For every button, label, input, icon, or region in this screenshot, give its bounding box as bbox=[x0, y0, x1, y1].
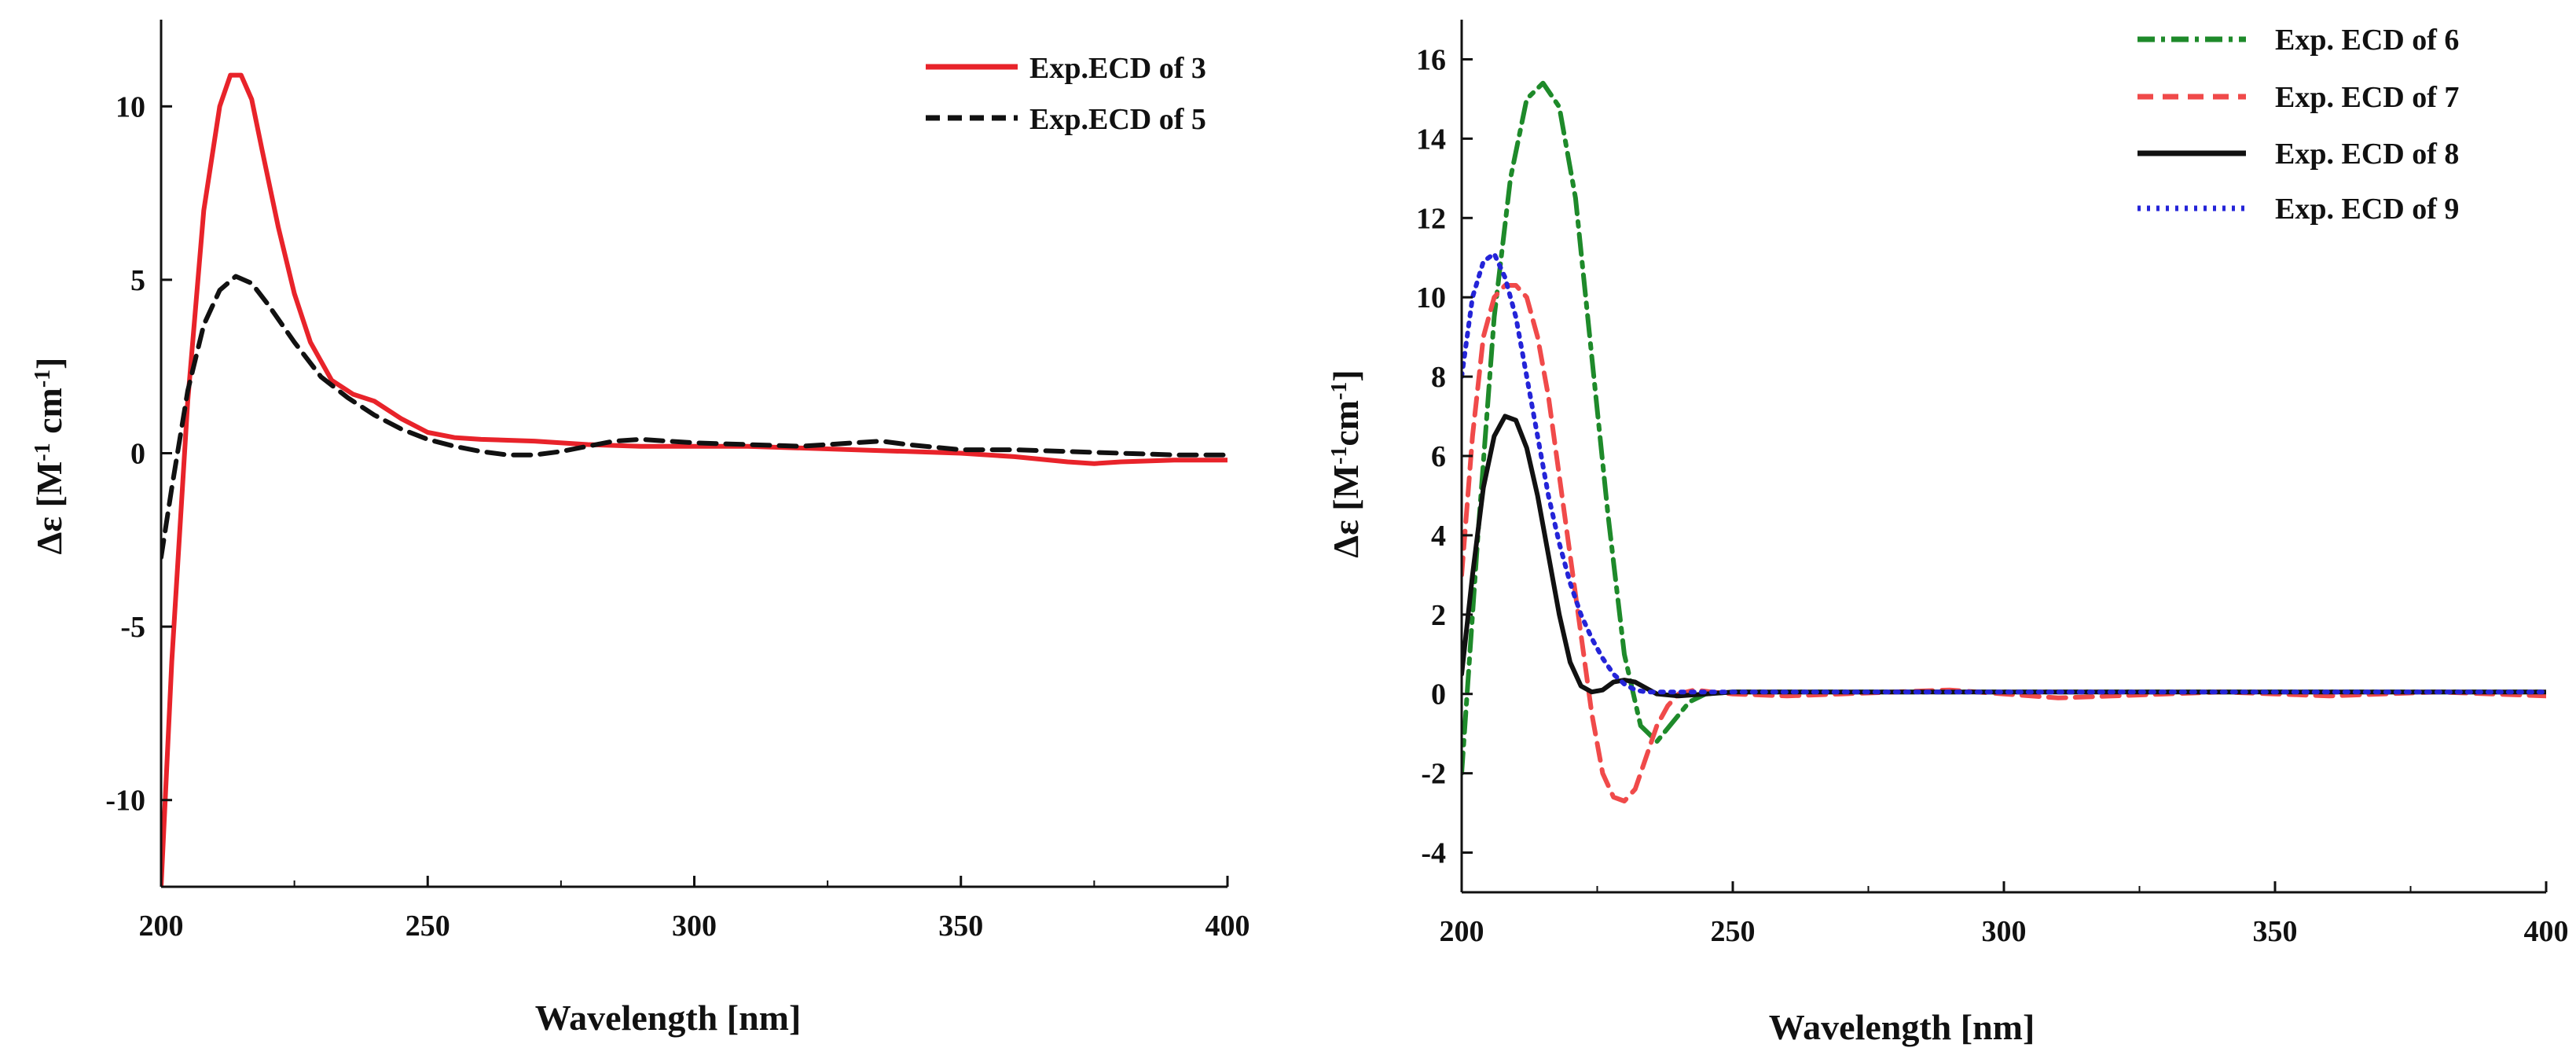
y-tick-label-right-4: 4 bbox=[1431, 520, 1446, 553]
y-tick-label-right--2: -2 bbox=[1421, 758, 1446, 791]
series-line-exp-ecd-of-6 bbox=[1462, 80, 2546, 776]
y-tick-label-right-12: 12 bbox=[1416, 202, 1446, 235]
y-tick-label-left--10: -10 bbox=[105, 785, 145, 818]
x-tick-label-right-300: 300 bbox=[1982, 915, 2027, 948]
series-line-exp-ecd-of-9 bbox=[1462, 251, 2546, 695]
y-tick-label-left-0: 0 bbox=[130, 438, 145, 471]
y-tick-label-right-10: 10 bbox=[1416, 281, 1446, 314]
legend-label-exp-ecd-8: Exp. ECD of 8 bbox=[2275, 138, 2459, 171]
legend-label-exp-ecd-6: Exp. ECD of 6 bbox=[2275, 24, 2459, 57]
series-line-exp-ecd-of-3 bbox=[161, 72, 1227, 887]
x-tick-label-right-350: 350 bbox=[2253, 915, 2298, 948]
legend-left: Exp.ECD of 3 Exp.ECD of 5 bbox=[926, 52, 1206, 136]
legend-label-exp-ecd-3: Exp.ECD of 3 bbox=[1029, 52, 1206, 85]
y-tick-label-right-0: 0 bbox=[1431, 678, 1446, 711]
plot-area-right: 200 250 300 350 400 -4 -2 0 2 4 6 8 10 12 14 16 bbox=[1416, 20, 2569, 948]
x-axis-title-right: Wavelength [nm] bbox=[1769, 1007, 2035, 1047]
legend-label-exp-ecd-7: Exp. ECD of 7 bbox=[2275, 81, 2459, 114]
x-tick-label-left-200: 200 bbox=[139, 910, 184, 943]
chart-right: 200 250 300 350 400 -4 -2 0 2 4 6 8 10 12 14 16 Wavelen… bbox=[1326, 20, 2569, 1047]
y-axis-title-right: Δε [M-1cm-1] bbox=[1326, 369, 1366, 557]
y-tick-label-right--4: -4 bbox=[1421, 837, 1446, 870]
y-tick-label-left-5: 5 bbox=[130, 264, 145, 297]
y-tick-label-right-2: 2 bbox=[1431, 599, 1446, 632]
plot-area-left: 200 250 300 350 400 -10 -5 0 5 10 bbox=[105, 20, 1250, 943]
x-tick-label-right-200: 200 bbox=[1440, 915, 1484, 948]
y-axis-title-left: Δε [M-1 cm-1] bbox=[29, 358, 69, 555]
x-tick-label-left-300: 300 bbox=[672, 910, 717, 943]
y-tick-label-right-14: 14 bbox=[1416, 123, 1446, 156]
series-line-exp-ecd-of-8 bbox=[1462, 414, 2546, 699]
chart-left: 200 250 300 350 400 -10 -5 0 5 10 Wavelength [nm]… bbox=[29, 20, 1250, 1038]
x-tick-label-left-400: 400 bbox=[1205, 910, 1250, 943]
x-tick-label-left-250: 250 bbox=[405, 910, 450, 943]
x-tick-label-left-350: 350 bbox=[938, 910, 983, 943]
y-tick-label-right-16: 16 bbox=[1416, 43, 1446, 76]
x-axis-title-left: Wavelength [nm] bbox=[535, 998, 802, 1038]
legend-label-exp-ecd-9: Exp. ECD of 9 bbox=[2275, 193, 2459, 226]
y-tick-label-right-8: 8 bbox=[1431, 361, 1446, 394]
series-line-exp-ecd-of-7 bbox=[1462, 283, 2546, 803]
y-tick-label-left-10: 10 bbox=[116, 90, 145, 123]
y-tick-label-left--5: -5 bbox=[120, 611, 145, 644]
legend-right: Exp. ECD of 6 Exp. ECD of 7 Exp. ECD of … bbox=[2137, 24, 2459, 226]
x-tick-label-right-400: 400 bbox=[2524, 915, 2569, 948]
y-tick-label-right-6: 6 bbox=[1431, 440, 1446, 473]
legend-label-exp-ecd-5: Exp.ECD of 5 bbox=[1029, 103, 1206, 136]
x-tick-label-right-250: 250 bbox=[1711, 915, 1756, 948]
series-line-exp-ecd-of-5 bbox=[161, 274, 1227, 560]
